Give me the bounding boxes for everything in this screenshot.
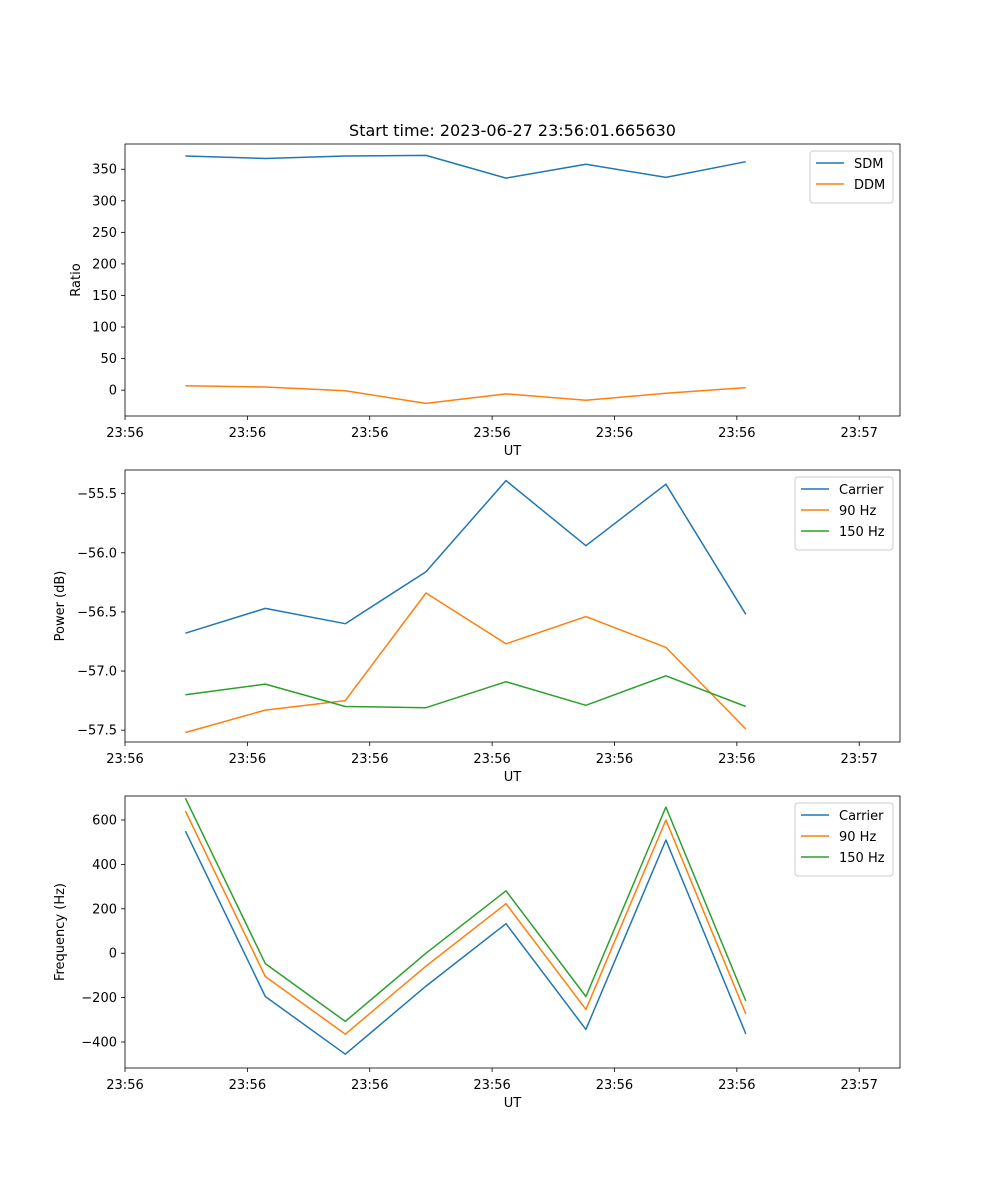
x-tick-label: 23:57 (840, 426, 877, 441)
x-tick-label: 23:56 (351, 752, 388, 767)
x-tick-label: 23:56 (351, 426, 388, 441)
y-tick-label: 600 (92, 813, 117, 828)
legend-label: Carrier (839, 483, 884, 498)
figure-title: Start time: 2023-06-27 23:56:01.665630 (349, 121, 676, 140)
y-tick-label: 50 (100, 352, 117, 367)
y-tick-label: 0 (109, 384, 117, 399)
y-tick-label: −57.5 (77, 724, 117, 739)
legend-label: SDM (854, 157, 883, 172)
series-line-150-hz (184, 797, 747, 1023)
x-tick-label: 23:56 (229, 426, 266, 441)
axes-frame (124, 469, 901, 743)
x-tick-label: 23:56 (473, 752, 510, 767)
y-tick-label: −200 (81, 991, 117, 1006)
x-tick-label: 23:56 (106, 752, 143, 767)
y-tick-label: 300 (92, 194, 117, 209)
legend: SDM DDM (809, 150, 894, 204)
x-tick-label: 23:56 (596, 752, 633, 767)
y-axis-label: Ratio (69, 263, 84, 296)
y-tick-label: −55.5 (77, 487, 117, 502)
y-axis-label: Frequency (Hz) (53, 883, 68, 981)
series-line-sdm (185, 154, 746, 179)
y-axis-label: Power (dB) (53, 571, 68, 642)
x-tick-label: 23:56 (106, 426, 143, 441)
y-tick-label: 200 (92, 257, 117, 272)
x-axis-label: UT (504, 770, 522, 785)
series-line-150-hz (185, 675, 747, 709)
legend-label: DDM (854, 178, 885, 193)
x-axis-label: UT (504, 444, 522, 459)
y-tick-label: −56.0 (77, 546, 117, 561)
x-tick-label: 23:56 (596, 1078, 633, 1093)
y-tick-label: 350 (92, 163, 117, 178)
x-tick-label: 23:56 (229, 752, 266, 767)
legend-label: 90 Hz (839, 830, 876, 845)
x-tick-label: 23:56 (473, 426, 510, 441)
legend-box (809, 150, 894, 204)
axes-frame (124, 143, 901, 417)
series-line-carrier (185, 479, 747, 634)
y-tick-label: 400 (92, 858, 117, 873)
series-line-ddm (185, 384, 746, 405)
x-tick-label: 23:56 (718, 1078, 755, 1093)
legend-label: 150 Hz (839, 851, 885, 866)
x-tick-label: 23:57 (840, 752, 877, 767)
x-tick-label: 23:56 (106, 1078, 143, 1093)
chart-panel-2: 23:56 23:56 23:56 23:56 23:56 23:56 23:57 −55.5… (53, 469, 901, 785)
series-line-90-hz (185, 592, 747, 734)
chart-panel-1: 23:56 23:56 23:56 23:56 23:56 23:56 23:57 0 50 10… (69, 143, 901, 459)
x-tick-label: 23:56 (229, 1078, 266, 1093)
x-tick-label: 23:56 (473, 1078, 510, 1093)
y-tick-label: −400 (81, 1036, 117, 1051)
y-tick-label: 0 (109, 947, 117, 962)
x-tick-label: 23:56 (718, 426, 755, 441)
x-tick-label: 23:57 (840, 1078, 877, 1093)
x-tick-label: 23:56 (351, 1078, 388, 1093)
series-line-carrier (184, 830, 747, 1055)
x-tick-label: 23:56 (596, 426, 633, 441)
y-tick-label: 200 (92, 902, 117, 917)
legend-label: 90 Hz (839, 504, 876, 519)
chart-panel-3: 23:56 23:56 23:56 23:56 23:56 23:56 23:57 600 40… (53, 795, 901, 1111)
x-axis-label: UT (504, 1096, 522, 1111)
axes-frame (124, 795, 901, 1069)
series-line-90-hz (184, 810, 747, 1035)
legend-label: 150 Hz (839, 525, 885, 540)
legend-label: Carrier (839, 809, 884, 824)
x-tick-label: 23:56 (718, 752, 755, 767)
y-tick-label: −57.0 (77, 665, 117, 680)
y-tick-label: 150 (92, 289, 117, 304)
y-tick-label: 250 (92, 226, 117, 241)
legend: Carrier 90 Hz 150 Hz (794, 476, 894, 551)
y-tick-label: −56.5 (77, 605, 117, 620)
legend: Carrier 90 Hz 150 Hz (794, 802, 894, 877)
y-tick-label: 100 (92, 321, 117, 336)
